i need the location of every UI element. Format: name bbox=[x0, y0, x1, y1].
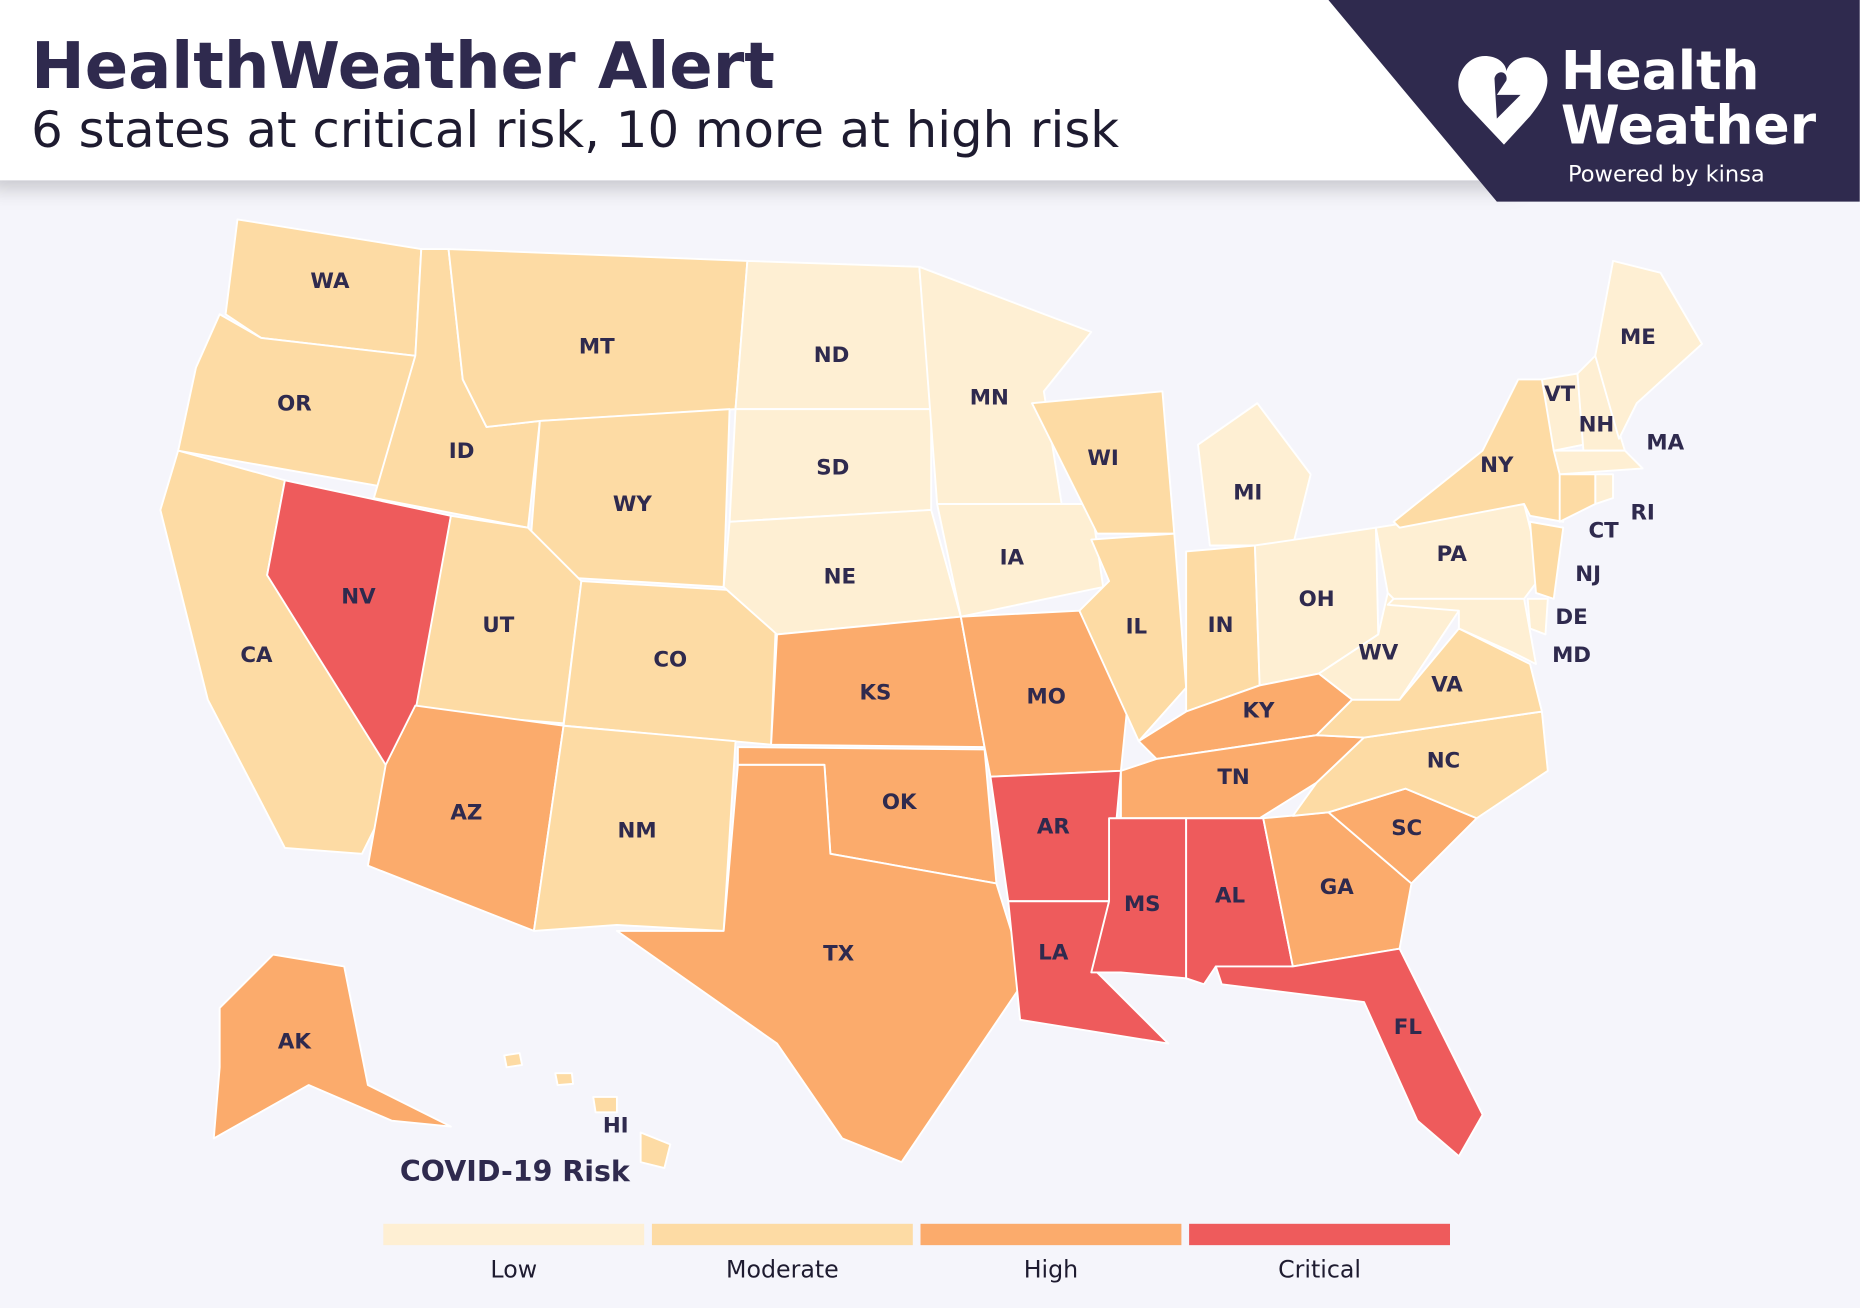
state bbox=[1007, 900, 1170, 1045]
state-label: MI bbox=[1233, 480, 1262, 505]
state-label: FL bbox=[1394, 1015, 1422, 1040]
state-label: AL bbox=[1215, 884, 1245, 909]
state bbox=[532, 724, 737, 932]
state bbox=[1552, 449, 1644, 476]
state-label: MS bbox=[1124, 892, 1161, 917]
state bbox=[1594, 259, 1703, 440]
state-label: WV bbox=[1358, 640, 1399, 665]
legend: Low Moderate High Critical bbox=[383, 1223, 1450, 1284]
state-label: RI bbox=[1631, 500, 1655, 525]
state-label: NM bbox=[618, 818, 657, 843]
legend-swatch bbox=[651, 1223, 913, 1246]
state bbox=[1529, 520, 1565, 600]
state bbox=[592, 1095, 618, 1114]
legend-label: High bbox=[1024, 1256, 1078, 1284]
state bbox=[1392, 378, 1565, 529]
state-label: GA bbox=[1320, 875, 1355, 900]
state bbox=[503, 1052, 524, 1069]
state-label: NH bbox=[1579, 413, 1615, 438]
state-label: HI bbox=[603, 1114, 629, 1139]
state-label: IN bbox=[1208, 613, 1234, 638]
state bbox=[212, 953, 452, 1140]
state-label: VA bbox=[1431, 672, 1463, 697]
state-label: KY bbox=[1242, 699, 1275, 724]
state-label: NE bbox=[824, 565, 856, 590]
state bbox=[1197, 402, 1312, 547]
state-label: CA bbox=[240, 643, 273, 668]
state-label: AR bbox=[1037, 815, 1070, 840]
logo-line2: Weather bbox=[1561, 93, 1817, 156]
logo-line1: Health bbox=[1561, 39, 1760, 102]
header-band bbox=[0, 0, 1519, 181]
state-label: PA bbox=[1437, 542, 1468, 567]
state bbox=[918, 265, 1093, 505]
state-label: AK bbox=[278, 1029, 313, 1054]
state bbox=[639, 1131, 672, 1170]
legend-swatch bbox=[383, 1223, 645, 1246]
legend-label: Moderate bbox=[726, 1256, 839, 1284]
state-label: IA bbox=[1000, 546, 1025, 571]
state-label: WA bbox=[310, 269, 350, 294]
state-label: SD bbox=[816, 455, 849, 480]
state-label: ME bbox=[1620, 325, 1656, 350]
state-label: CO bbox=[653, 648, 687, 673]
state-label: NV bbox=[341, 585, 376, 610]
legend-label: Critical bbox=[1278, 1256, 1361, 1284]
state-label: OK bbox=[882, 790, 918, 815]
logo-panel bbox=[1328, 0, 1860, 202]
state-label: WI bbox=[1087, 446, 1118, 471]
logo-tagline: Powered by kinsa bbox=[1568, 161, 1765, 187]
state-label: DE bbox=[1555, 605, 1587, 630]
state-label: ND bbox=[814, 343, 850, 368]
state bbox=[1594, 473, 1615, 505]
state-label: NY bbox=[1480, 453, 1514, 478]
title: HealthWeather Alert bbox=[31, 30, 775, 104]
legend-swatch bbox=[920, 1223, 1182, 1246]
legend-title: COVID-19 Risk bbox=[400, 1155, 631, 1188]
state-label: NC bbox=[1427, 748, 1461, 773]
state-labels: WA OR CA NV ID MT WY UT CO AZ NM ND SD NE KS OK TX MN IA MO… bbox=[240, 269, 1684, 1138]
state-label: MD bbox=[1552, 643, 1591, 668]
state-label: UT bbox=[482, 613, 514, 638]
state-label: MN bbox=[970, 385, 1009, 410]
state-label: TN bbox=[1217, 765, 1249, 790]
state bbox=[615, 763, 1028, 1164]
legend-label: Low bbox=[490, 1256, 537, 1284]
states bbox=[159, 218, 1703, 1170]
state-label: MA bbox=[1646, 431, 1684, 456]
state-label: VT bbox=[1544, 382, 1576, 407]
state-label: AZ bbox=[450, 800, 482, 825]
state bbox=[554, 1072, 575, 1087]
legend-swatch bbox=[1189, 1223, 1450, 1246]
state bbox=[1386, 597, 1537, 666]
state-label: ID bbox=[449, 439, 475, 464]
state bbox=[1526, 597, 1549, 636]
state bbox=[1214, 947, 1484, 1158]
state-label: LA bbox=[1038, 940, 1069, 965]
state-label: CT bbox=[1588, 518, 1619, 543]
state bbox=[1558, 473, 1597, 523]
state-label: NJ bbox=[1575, 562, 1601, 587]
logo-icon bbox=[1458, 55, 1548, 145]
state bbox=[366, 704, 565, 932]
subtitle: 6 states at critical risk, 10 more at hi… bbox=[31, 101, 1119, 159]
state-label: TX bbox=[823, 942, 855, 967]
state-label: MO bbox=[1027, 684, 1066, 709]
state bbox=[734, 259, 933, 411]
state-label: OH bbox=[1299, 587, 1335, 612]
state-label: SC bbox=[1391, 816, 1422, 841]
state-label: IL bbox=[1126, 614, 1148, 639]
state-label: MT bbox=[579, 334, 615, 359]
state-label: OR bbox=[277, 391, 312, 416]
state-label: KS bbox=[860, 681, 892, 706]
state-label: WY bbox=[613, 492, 653, 517]
